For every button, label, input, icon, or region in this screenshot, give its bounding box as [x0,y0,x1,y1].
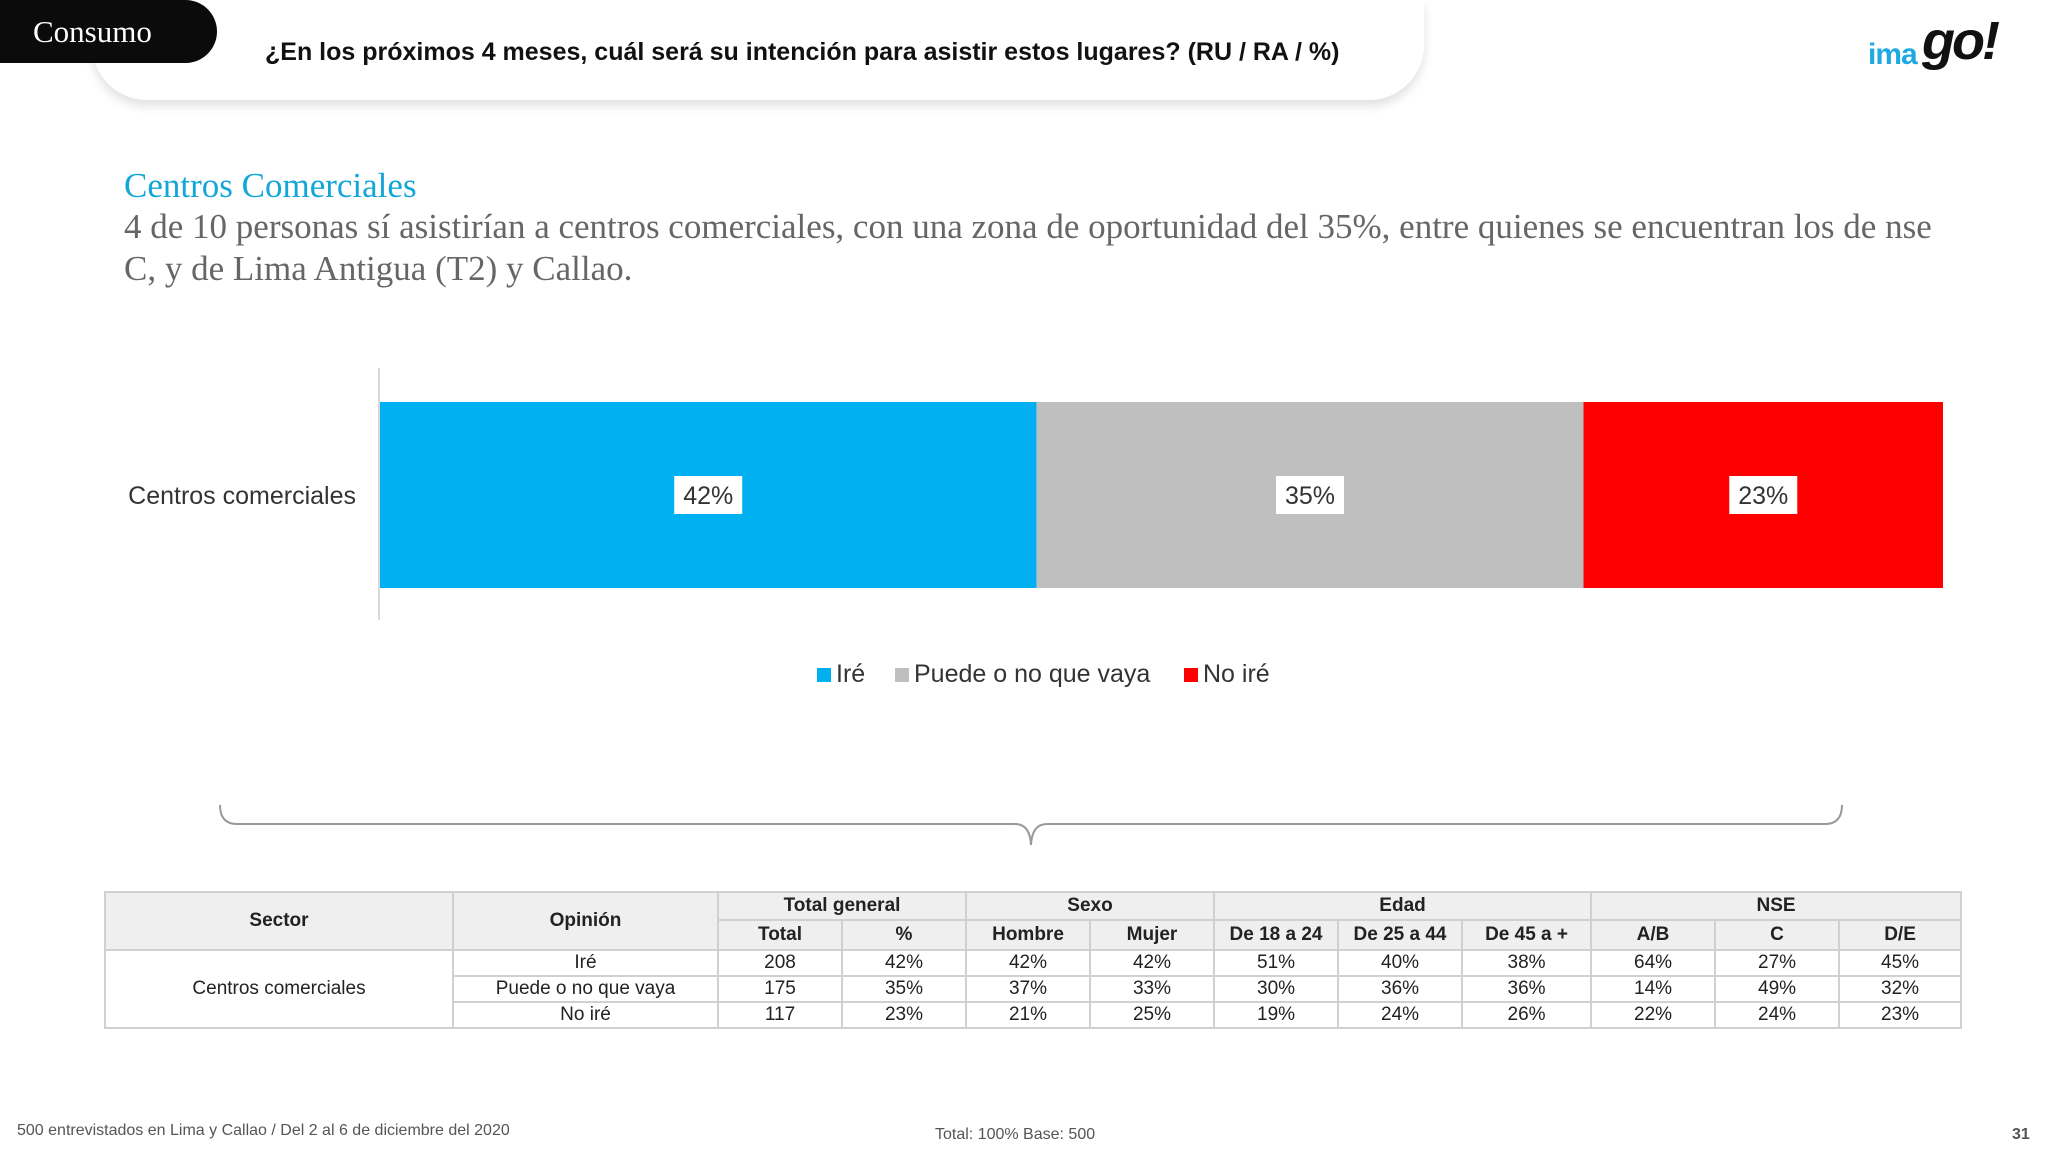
table-cell: 37% [965,975,1091,1003]
subheader-ab: A/B [1590,919,1717,951]
section-tag-label: Consumo [33,13,152,49]
page-number: 31 [2012,1126,2030,1143]
table-cell: 27% [1714,949,1841,977]
table-cell: 175 [717,975,843,1003]
subheader-mujer: Mujer [1088,919,1216,951]
table-cell: 14% [1590,975,1717,1003]
data-label-2: 23% [1738,482,1788,510]
data-label-1: 35% [1285,482,1335,510]
legend-label-2: No iré [1203,660,1270,688]
footer-base-info: Total: 100% Base: 500 [935,1126,1096,1143]
table-row: Puede o no que vaya 175 35% 37% 33% 30% … [105,975,1963,1003]
category-label: Centros comerciales [128,482,356,510]
table-cell: 51% [1213,949,1340,977]
table-cell: 22% [1590,1001,1717,1029]
subheader-de: D/E [1838,919,1963,951]
table-cell: 26% [1461,1001,1593,1029]
survey-question: ¿En los próximos 4 meses, cuál será su i… [265,38,1340,66]
table-cell: 36% [1337,975,1464,1003]
table-cell: 208 [717,949,843,977]
header-sector: Sector [104,891,454,951]
legend-label-1: Puede o no que vaya [914,660,1150,688]
legend-swatch-1 [895,668,909,682]
subheader-pct: % [841,919,967,951]
table-cell: 24% [1337,1001,1464,1029]
table-cell: 42% [1088,949,1216,977]
header-total-general: Total general [717,891,967,921]
table-cell: 21% [965,1001,1091,1029]
section-title: Centros Comerciales [124,166,417,205]
header-edad: Edad [1213,891,1593,921]
table-cell: 24% [1714,1001,1841,1029]
table-cell: 40% [1337,949,1464,977]
subheader-c: C [1714,919,1841,951]
table-cell: 23% [1838,1001,1963,1029]
subheader-25-44: De 25 a 44 [1337,919,1464,951]
table-row: No iré 117 23% 21% 25% 19% 24% 26% 22% 2… [105,1001,1963,1029]
table-cell: 117 [717,1001,843,1029]
subheader-hombre: Hombre [965,919,1091,951]
table-cell: 25% [1088,1001,1216,1029]
data-label-box-1 [1275,476,1344,514]
legend-swatch-0 [817,668,831,682]
legend-swatch-2 [1184,668,1198,682]
subheader-total: Total [717,919,843,951]
data-label-box-0 [674,476,743,514]
table-cell: 23% [841,1001,967,1029]
section-subtitle: 4 de 10 personas sí asistirían a centros… [124,207,1932,288]
stacked-bar-chart: Centros comerciales 42% 35% 23% Iré Puede o n… [128,368,1943,688]
table-cell: 33% [1088,975,1216,1003]
table-cell: 30% [1213,975,1340,1003]
subheader-18-24: De 18 a 24 [1213,919,1340,951]
table-cell: 42% [841,949,967,977]
opinion-cell: No iré [452,1001,719,1029]
data-label-0: 42% [683,482,733,510]
table-cell: 64% [1590,949,1717,977]
imago-logo: ima go! [1868,11,2000,71]
table-cell: 19% [1213,1001,1340,1029]
table-cell: 35% [841,975,967,1003]
table-cell: 36% [1461,975,1593,1003]
footer-sample-info: 500 entrevistados en Lima y Callao / Del… [17,1122,510,1139]
table-cell: 42% [965,949,1091,977]
table-cell: 38% [1461,949,1593,977]
header-sexo: Sexo [964,891,1216,921]
table-row: Centros comerciales Iré 208 42% 42% 42% … [104,949,1963,1029]
legend-label-0: Iré [836,660,865,688]
table-cell: 32% [1838,975,1963,1003]
header-nse: NSE [1590,891,1963,921]
opinion-cell: Puede o no que vaya [452,975,719,1003]
opinion-cell: Iré [452,949,719,977]
header-opinion: Opinión [452,891,719,951]
table-cell: 49% [1714,975,1841,1003]
question-banner [92,0,1424,100]
subheader-45-plus: De 45 a + [1461,919,1593,951]
sector-cell: Centros comerciales [104,949,454,1029]
data-label-box-2 [1729,476,1798,514]
table-brace [219,804,1843,846]
table-cell: 45% [1838,949,1963,977]
section-tag: Consumo [0,0,217,63]
breakdown-table: Sector Opinión Total general Sexo Edad N… [104,891,1963,1029]
